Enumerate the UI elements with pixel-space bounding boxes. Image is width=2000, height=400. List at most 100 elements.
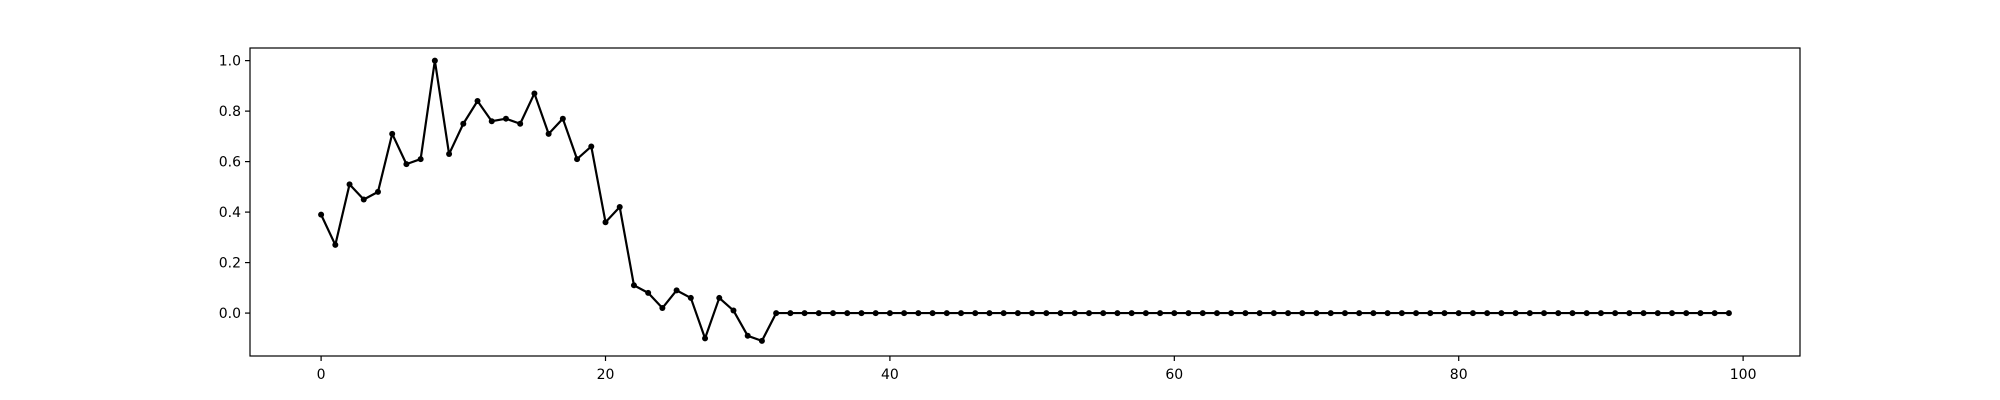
data-point: [1085, 310, 1092, 317]
data-point: [972, 310, 979, 317]
y-tick-label: 0.2: [219, 256, 241, 272]
data-point: [929, 310, 936, 317]
data-point: [1469, 310, 1476, 317]
data-point: [830, 310, 837, 317]
x-tick-label: 20: [597, 367, 615, 383]
data-point: [545, 130, 552, 137]
data-point: [1014, 310, 1021, 317]
data-point: [1128, 310, 1135, 317]
data-point: [1526, 310, 1533, 317]
data-point: [986, 310, 993, 317]
data-point: [602, 219, 609, 226]
data-point: [744, 332, 751, 339]
data-point: [1285, 310, 1292, 317]
data-point: [1711, 310, 1718, 317]
data-point: [872, 310, 879, 317]
data-point: [1171, 310, 1178, 317]
data-point: [1569, 310, 1576, 317]
data-point: [1398, 310, 1405, 317]
data-point: [673, 287, 680, 294]
data-point: [1597, 310, 1604, 317]
data-point: [1142, 310, 1149, 317]
data-point: [460, 120, 467, 127]
data-point: [1029, 310, 1036, 317]
data-point: [645, 289, 652, 296]
data-point: [588, 143, 595, 150]
data-point: [1484, 310, 1491, 317]
data-point: [702, 335, 709, 342]
data-point: [1427, 310, 1434, 317]
data-point: [1213, 310, 1220, 317]
data-point: [1299, 310, 1306, 317]
x-tick-label: 0: [317, 367, 326, 383]
data-point: [403, 161, 410, 168]
data-point: [1228, 310, 1235, 317]
data-point: [374, 188, 381, 195]
data-point: [1114, 310, 1121, 317]
y-tick-label: 0.8: [219, 104, 241, 120]
data-point: [1541, 310, 1548, 317]
data-point: [801, 310, 808, 317]
data-point: [1199, 310, 1206, 317]
data-point: [1157, 310, 1164, 317]
data-point: [659, 305, 666, 312]
data-point: [687, 294, 694, 301]
data-point: [1327, 310, 1334, 317]
plot-frame: [249, 47, 1801, 357]
data-point: [1498, 310, 1505, 317]
data-point: [446, 151, 453, 158]
data-point: [1612, 310, 1619, 317]
data-point: [389, 130, 396, 137]
data-point: [958, 310, 965, 317]
data-point: [431, 57, 438, 64]
data-point: [517, 120, 524, 127]
data-point: [730, 307, 737, 314]
data-point: [1256, 310, 1263, 317]
data-point: [1043, 310, 1050, 317]
data-point: [773, 310, 780, 317]
data-point: [943, 310, 950, 317]
data-point: [858, 310, 865, 317]
data-point: [1000, 310, 1007, 317]
data-point: [1441, 310, 1448, 317]
data-point: [318, 211, 325, 218]
data-point: [1669, 310, 1676, 317]
data-point: [844, 310, 851, 317]
data-point: [346, 181, 353, 188]
series-line: [320, 59, 1729, 342]
data-point: [574, 156, 581, 163]
data-point: [1270, 310, 1277, 317]
data-point: [1640, 310, 1647, 317]
y-tick-label: 0.0: [219, 306, 241, 322]
data-point: [360, 196, 367, 203]
data-point: [1071, 310, 1078, 317]
data-point: [488, 118, 495, 125]
data-point: [787, 310, 794, 317]
data-point: [1313, 310, 1320, 317]
data-point: [1384, 310, 1391, 317]
data-point: [901, 310, 908, 317]
data-point: [886, 310, 893, 317]
data-point: [332, 241, 339, 248]
data-point: [630, 282, 637, 289]
data-point: [1057, 310, 1064, 317]
data-point: [915, 310, 922, 317]
data-point: [616, 204, 623, 211]
data-point: [1455, 310, 1462, 317]
data-point: [1413, 310, 1420, 317]
data-point: [815, 310, 822, 317]
data-point: [1555, 310, 1562, 317]
x-tick-label: 40: [881, 367, 899, 383]
data-point: [1242, 310, 1249, 317]
data-point: [758, 337, 765, 344]
y-tick-label: 0.4: [219, 205, 241, 221]
data-point: [417, 156, 424, 163]
data-point: [1583, 310, 1590, 317]
data-point: [531, 90, 538, 97]
x-tick-label: 80: [1450, 367, 1468, 383]
data-point: [1185, 310, 1192, 317]
data-point: [1725, 310, 1732, 317]
data-point: [1654, 310, 1661, 317]
